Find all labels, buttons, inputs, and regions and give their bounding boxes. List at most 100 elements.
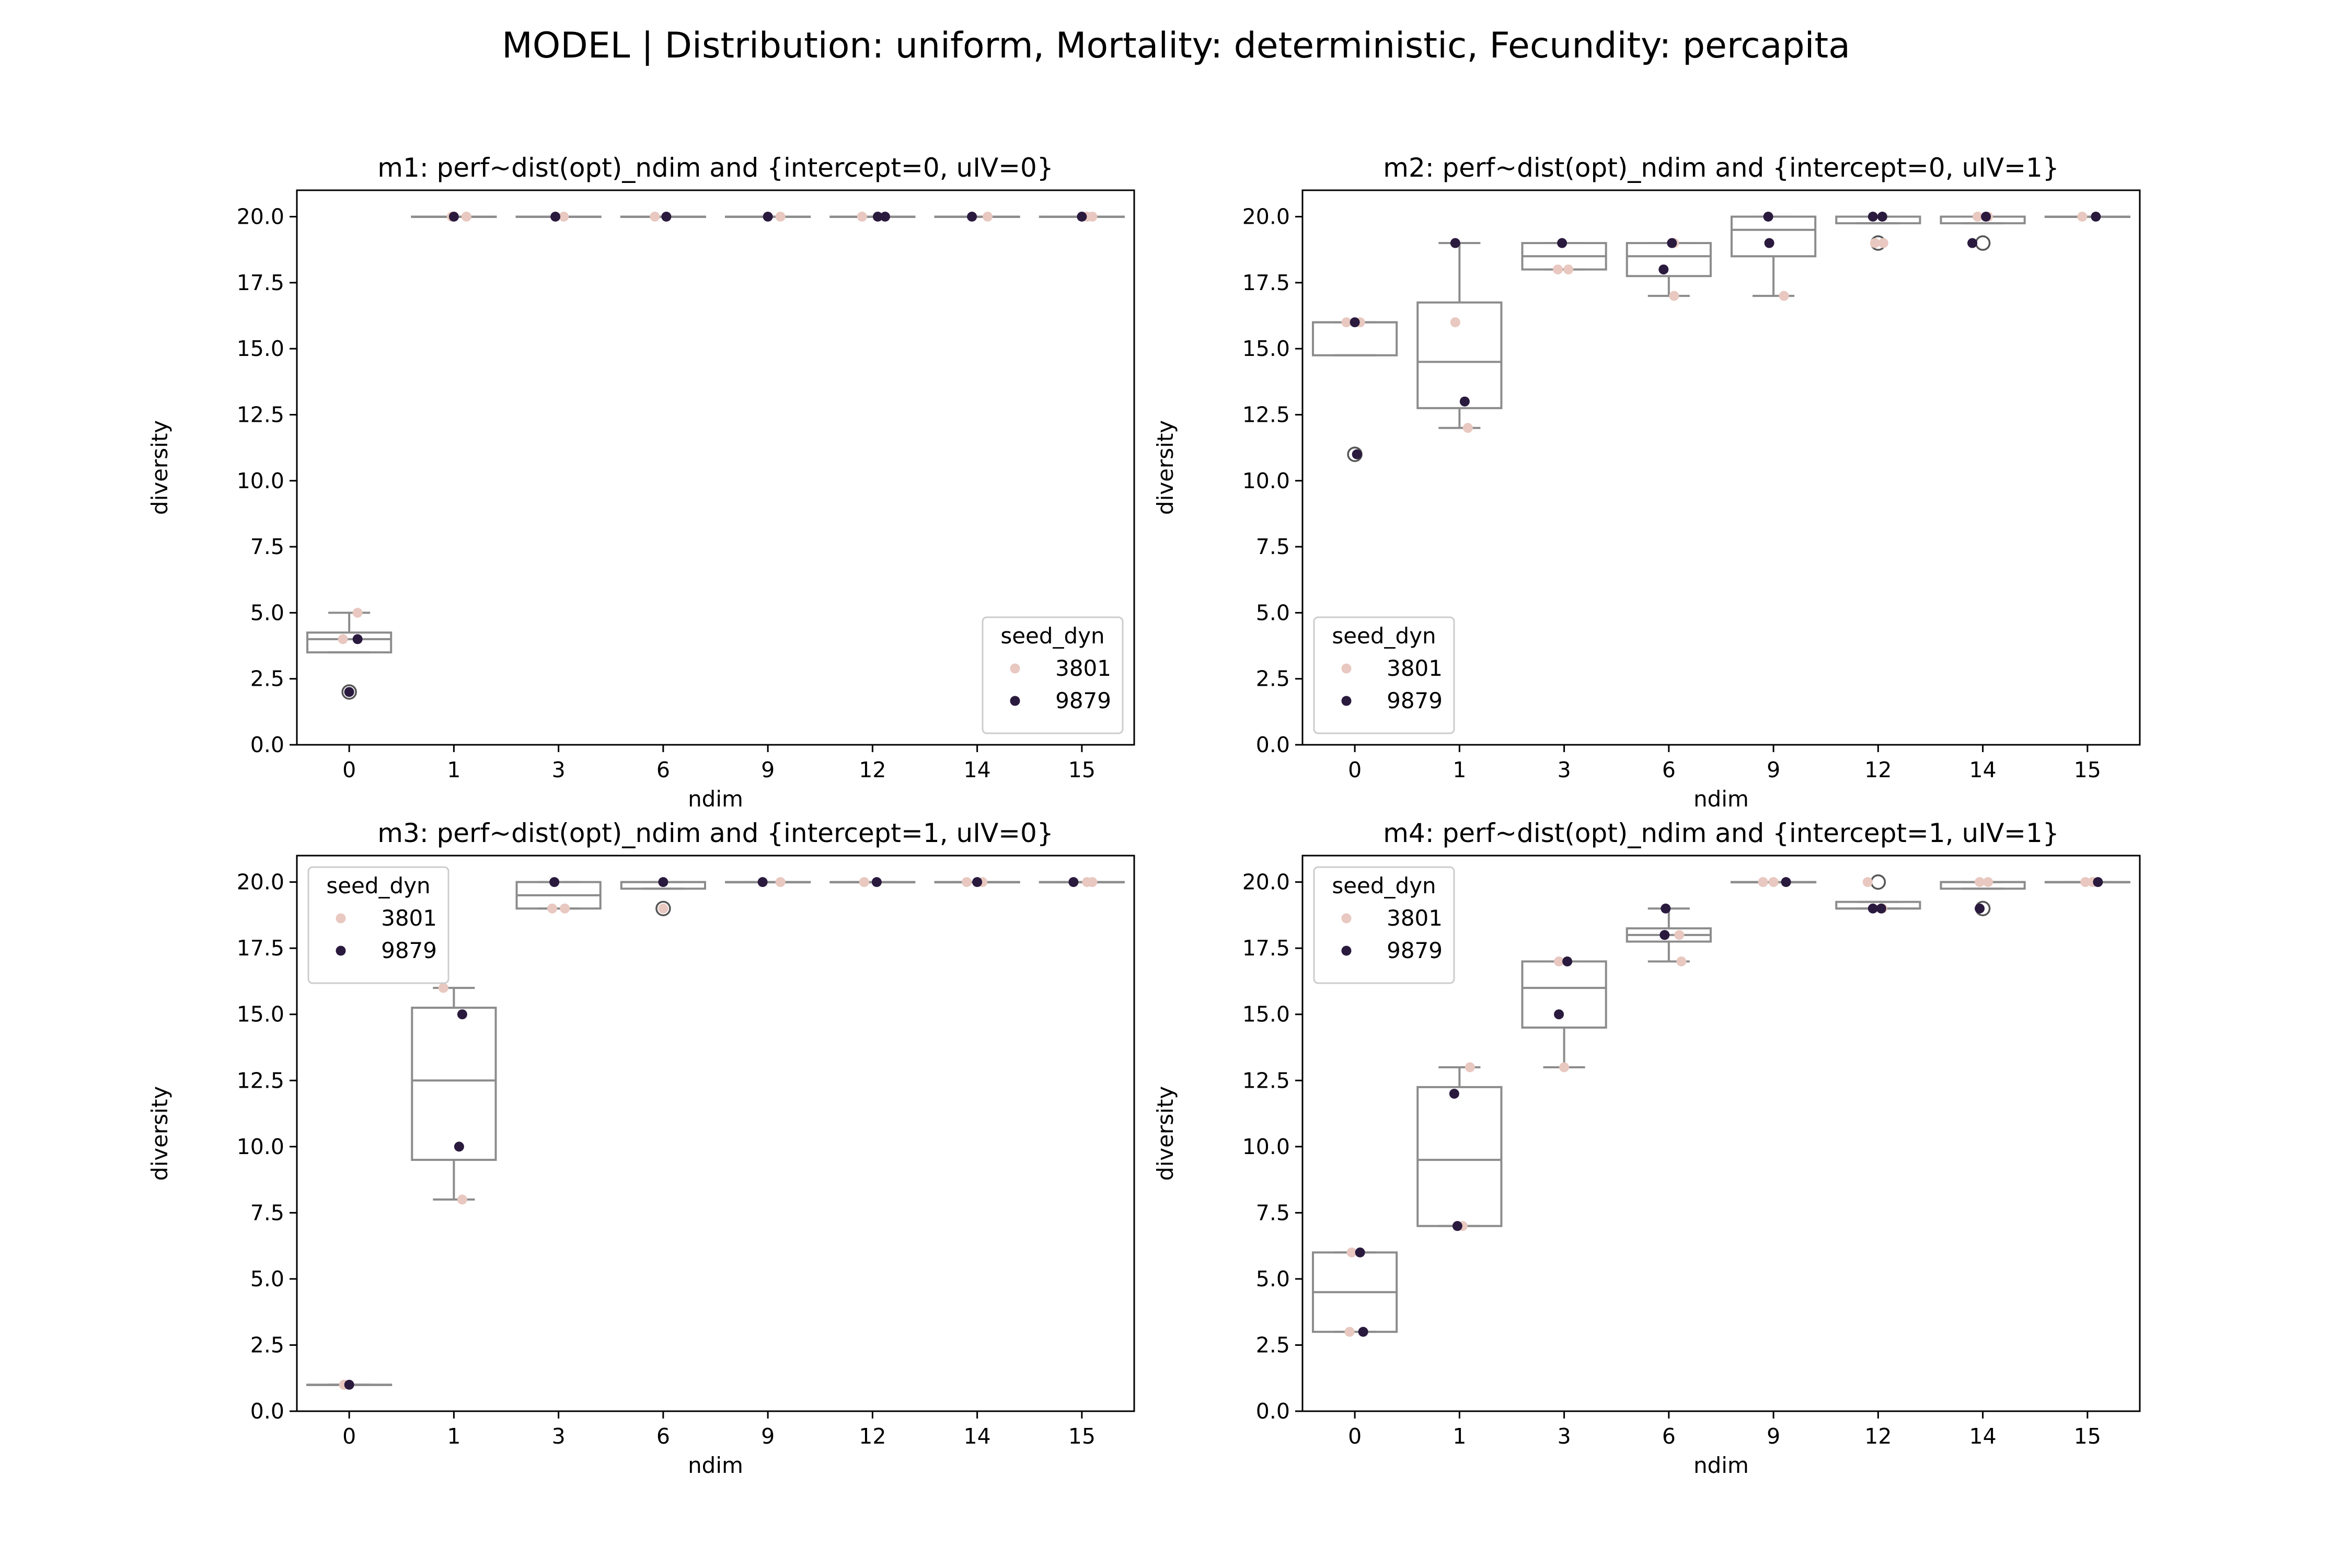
data-point (1341, 317, 1352, 328)
legend-label-3801: 3801 (1387, 905, 1443, 931)
data-point (1352, 449, 1362, 459)
y-tick-label: 7.5 (1256, 534, 1290, 559)
data-point (1658, 264, 1669, 275)
legend-title: seed_dyn (1332, 873, 1436, 898)
y-tick-label: 15.0 (237, 336, 284, 361)
data-point (880, 212, 890, 222)
legend-marker-9879 (1010, 696, 1020, 706)
y-tick-label: 2.5 (250, 1332, 284, 1357)
legend-marker-3801 (336, 913, 346, 924)
y-tick-label: 7.5 (250, 1200, 284, 1225)
series-9879 (1355, 877, 2103, 1337)
subplot-3: 0.0 2.5 5.0 7.5 10.0 12.5 15.0 17.5 20.0 0 1 3 6 9 12 1… (147, 818, 1135, 1478)
x-tick-label: 12 (859, 1424, 886, 1449)
data-point (1975, 903, 1985, 914)
x-tick-label: 1 (1452, 1424, 1466, 1449)
x-tick-label: 9 (1767, 1424, 1780, 1449)
y-tick-label: 0.0 (250, 732, 284, 757)
data-point (549, 877, 560, 887)
y-tick-label: 2.5 (1256, 666, 1290, 691)
x-tick-label: 12 (1864, 757, 1892, 782)
data-point (1450, 317, 1460, 328)
legend-marker-3801 (1341, 913, 1352, 924)
x-tick-label: 15 (1068, 757, 1096, 782)
y-tick-label: 5.0 (1256, 600, 1290, 625)
y-tick-label: 10.0 (1242, 1134, 1290, 1159)
legend-label-3801: 3801 (381, 905, 437, 931)
data-point (857, 212, 867, 222)
data-point (1870, 238, 1880, 248)
data-point (457, 1194, 467, 1205)
y-tick-label: 7.5 (250, 534, 284, 559)
x-tick-label: 3 (552, 1424, 566, 1449)
data-point (1878, 238, 1888, 248)
data-point (1449, 1089, 1459, 1099)
data-point (344, 1379, 354, 1390)
data-point (547, 903, 558, 914)
legend-marker-3801 (1010, 663, 1020, 674)
box-outlier (341, 684, 357, 700)
data-point (2077, 212, 2088, 222)
series-3801 (1341, 212, 2088, 433)
data-point (1562, 956, 1573, 966)
x-tick-label: 14 (1969, 1424, 1997, 1449)
box-iqr (306, 631, 393, 654)
data-point (2080, 877, 2091, 887)
y-tick-label: 2.5 (1256, 1332, 1290, 1357)
y-tick-label: 15.0 (1242, 1002, 1290, 1027)
x-tick-label: 9 (761, 1424, 775, 1449)
data-point (1983, 877, 1993, 887)
series-9879 (344, 212, 1087, 697)
data-point (1450, 238, 1460, 248)
data-point (1975, 877, 1985, 887)
data-point (1973, 212, 1983, 222)
data-point (859, 877, 869, 887)
y-tick-label: 2.5 (250, 666, 284, 691)
y-tick-label: 12.5 (237, 1068, 284, 1093)
data-point (1877, 212, 1887, 222)
x-tick-label: 0 (342, 1424, 356, 1449)
y-tick-label: 20.0 (1242, 870, 1290, 895)
legend-label-3801: 3801 (1387, 655, 1443, 681)
data-point (1465, 1062, 1475, 1073)
data-point (775, 212, 786, 222)
legend-label-9879: 9879 (1387, 938, 1443, 963)
legend-marker-9879 (336, 946, 346, 956)
data-point (1758, 877, 1768, 887)
box-1 (1416, 242, 1503, 429)
data-point (872, 212, 883, 222)
subplot-2: 0.0 2.5 5.0 7.5 10.0 12.5 15.0 17.5 20.0 0 1 3 6 9 12 1… (1152, 153, 2141, 812)
y-tick-label: 17.5 (237, 270, 284, 295)
data-point (1346, 1247, 1357, 1258)
data-point (461, 212, 471, 222)
data-point (1554, 956, 1564, 966)
data-point (1781, 877, 1791, 887)
data-point (1676, 956, 1687, 966)
y-tick-label: 12.5 (1242, 402, 1290, 427)
data-point (1077, 212, 1087, 222)
x-tick-label: 1 (447, 757, 460, 782)
y-tick-label: 0.0 (250, 1399, 284, 1424)
y-tick-label: 17.5 (237, 936, 284, 961)
series-9879 (344, 877, 1079, 1390)
x-tick-label: 14 (1969, 757, 1997, 782)
data-point (1659, 930, 1670, 940)
data-point (352, 607, 363, 618)
data-point (1559, 1062, 1570, 1073)
y-tick-label: 17.5 (1242, 936, 1290, 961)
data-point (775, 877, 786, 887)
data-point (1763, 212, 1773, 222)
x-tick-label: 15 (2074, 757, 2101, 782)
data-point (1967, 238, 1978, 248)
data-point (352, 634, 363, 644)
data-point (1358, 1327, 1368, 1337)
figure-suptitle: MODEL | Distribution: uniform, Mortality… (502, 25, 1850, 66)
x-axis-label: ndim (688, 1452, 743, 1478)
subplot-1: 0.0 2.5 5.0 7.5 10.0 12.5 15.0 17.5 20.0 0 1 3 6 9 12 1… (147, 153, 1135, 812)
y-tick-label: 10.0 (1242, 468, 1290, 493)
x-tick-label: 14 (964, 757, 991, 782)
legend: seed_dyn 3801 9879 (982, 616, 1124, 734)
data-point (1862, 877, 1873, 887)
x-tick-label: 3 (1558, 1424, 1571, 1449)
y-tick-label: 7.5 (1256, 1200, 1290, 1225)
